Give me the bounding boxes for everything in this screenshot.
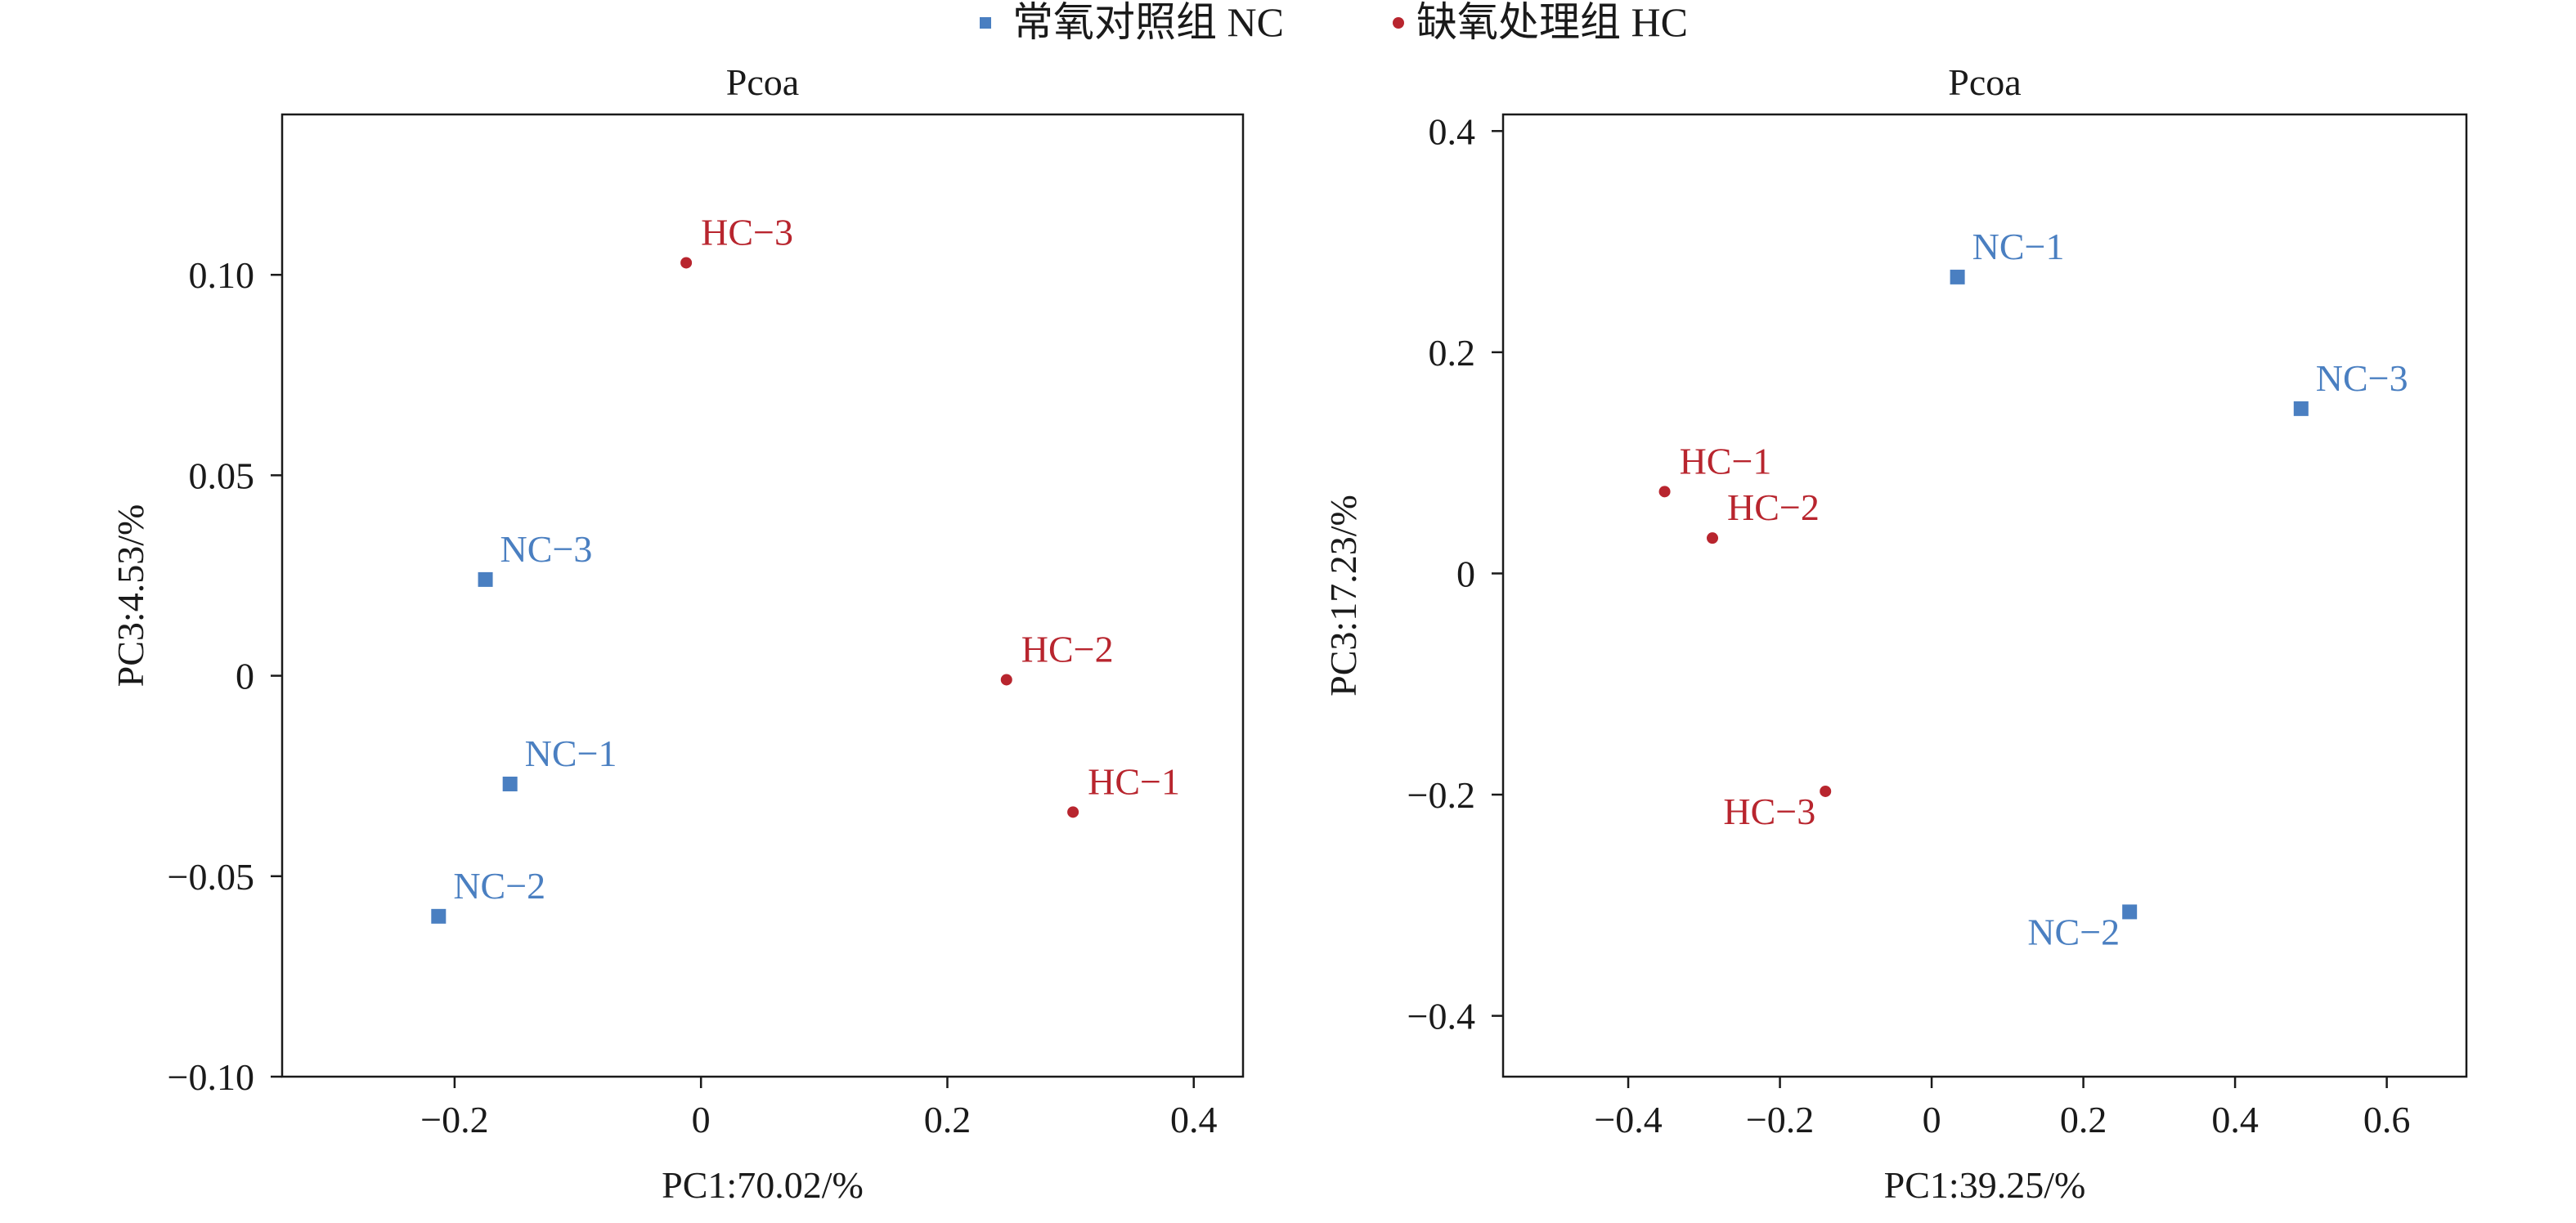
point-label: NC−1 (1972, 226, 2065, 267)
point-label: NC−2 (453, 865, 545, 907)
nc-point (502, 776, 518, 791)
x-tick-label: 0 (1923, 1099, 1941, 1140)
hc-point (1707, 532, 1719, 544)
hc-point (1067, 806, 1079, 818)
pcoa-chart-left: Pcoa −0.2 0 0.2 0.4 −0.10 −0.05 0 0.05 0.10 PC1:70… (110, 61, 1245, 1206)
x-tick-label: 0.6 (2363, 1099, 2411, 1140)
y-tick-label: −0.10 (168, 1056, 254, 1098)
y-axis-label: PC3:17.23/% (1322, 495, 1364, 697)
x-axis-label: PC1:70.02/% (662, 1164, 864, 1206)
nc-point (478, 571, 493, 587)
hc-point (680, 257, 693, 269)
x-tick-label: 0.4 (2211, 1099, 2259, 1140)
point-label: NC−1 (525, 732, 617, 774)
point-label: NC−3 (2316, 357, 2408, 399)
legend-nc-label: 常氧对照组 NC (1012, 0, 1284, 45)
y-tick-label: 0.4 (1429, 110, 1476, 152)
point-label: HC−1 (1088, 760, 1180, 802)
legend-hc-label: 缺氧处理组 HC (1416, 0, 1688, 45)
y-tick-label: 0.10 (189, 254, 255, 296)
plot-frame (1501, 113, 2468, 1078)
x-tick-label: −0.2 (420, 1099, 488, 1140)
x-tick-label: 0.2 (2060, 1099, 2107, 1140)
nc-point (2122, 904, 2138, 920)
y-axis-label: PC3:4.53/% (110, 504, 151, 688)
x-tick-label: 0 (692, 1099, 711, 1140)
hc-point (1658, 486, 1671, 498)
chart-title: Pcoa (726, 61, 799, 103)
nc-point (2293, 401, 2309, 416)
hc-point (1820, 785, 1832, 797)
legend: 常氧对照组 NC 缺氧处理组 HC (980, 0, 1688, 45)
y-tick-label: 0.05 (189, 455, 255, 496)
point-label: HC−2 (1021, 628, 1114, 670)
nc-point (1950, 269, 1965, 284)
y-tick-label: 0.2 (1429, 332, 1476, 374)
y-tick-label: −0.4 (1407, 996, 1475, 1037)
y-tick-label: −0.2 (1407, 774, 1475, 816)
point-label: NC−2 (2027, 911, 2120, 952)
x-tick-label: −0.2 (1746, 1099, 1814, 1140)
x-tick-label: 0.2 (924, 1099, 972, 1140)
legend-hc-marker-icon (1393, 17, 1404, 29)
chart-title: Pcoa (1948, 61, 2021, 103)
x-axis-label: PC1:39.25/% (1884, 1164, 2086, 1206)
point-label: HC−1 (1680, 440, 1772, 482)
x-tick-label: 0.4 (1170, 1099, 1218, 1140)
pcoa-chart-right: Pcoa −0.4 −0.2 0 0.2 0.4 0.6 −0.4 −0.2 0 0.2 0.4 PC1… (1322, 61, 2468, 1206)
hc-point (1000, 674, 1012, 686)
point-label: NC−3 (500, 528, 593, 570)
nc-point (431, 908, 447, 924)
point-label: HC−3 (701, 211, 793, 253)
point-label: HC−3 (1723, 791, 1815, 832)
y-tick-label: 0 (236, 656, 254, 697)
y-tick-label: 0 (1456, 553, 1475, 594)
legend-nc-marker-icon (980, 17, 991, 29)
x-tick-label: −0.4 (1594, 1099, 1662, 1140)
plot-frame (280, 113, 1245, 1078)
point-label: HC−2 (1727, 486, 1820, 528)
y-tick-label: −0.05 (168, 856, 254, 898)
